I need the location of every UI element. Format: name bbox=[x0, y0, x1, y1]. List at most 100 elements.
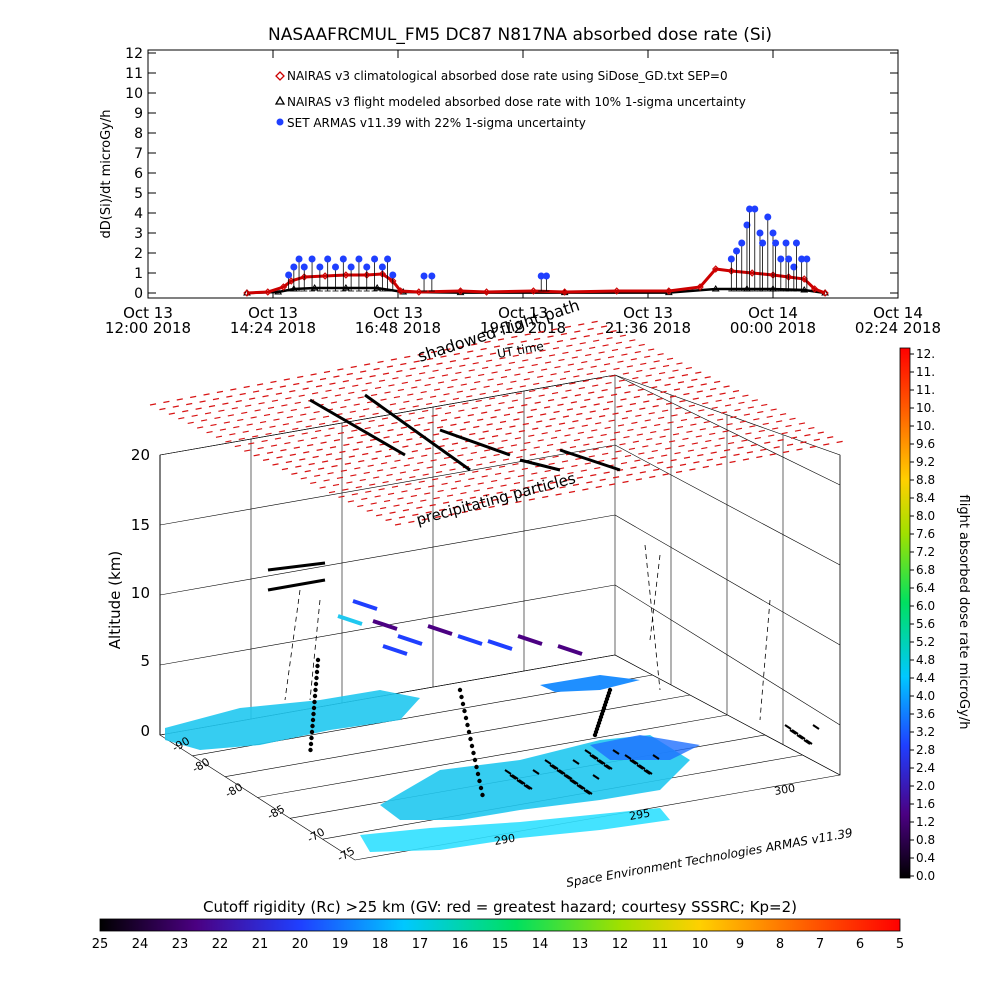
particle-dash bbox=[533, 382, 540, 386]
trajectory-dot bbox=[469, 743, 475, 749]
particle-dash bbox=[551, 391, 559, 395]
series-layer bbox=[243, 205, 829, 297]
particle-dash bbox=[488, 397, 496, 400]
particle-dash bbox=[625, 410, 633, 413]
particle-dash bbox=[693, 461, 700, 464]
y-tick-label: 4 bbox=[134, 206, 143, 222]
colorbar-tick-label: 2.0 bbox=[916, 779, 935, 793]
particle-dash bbox=[288, 434, 295, 438]
particle-dash bbox=[600, 325, 608, 328]
particle-dash bbox=[411, 386, 418, 389]
particle-dash bbox=[738, 401, 745, 405]
particle-dash bbox=[253, 454, 260, 457]
particle-dash bbox=[739, 420, 747, 423]
particle-dash bbox=[322, 415, 330, 418]
trajectory-dot bbox=[314, 675, 319, 681]
particle-dash bbox=[431, 414, 438, 417]
particle-dash bbox=[486, 423, 493, 426]
particle-dash bbox=[619, 443, 626, 446]
colorbar-tick-label: 22 bbox=[212, 937, 229, 952]
colorbar-tick-label: 16 bbox=[452, 937, 469, 952]
particle-dash bbox=[454, 480, 462, 483]
armas-point bbox=[420, 272, 428, 280]
particle-dash bbox=[547, 443, 554, 447]
particle-dash bbox=[671, 414, 678, 417]
particle-dash bbox=[405, 374, 412, 377]
particle-dash bbox=[703, 420, 710, 424]
particle-dash bbox=[467, 414, 474, 417]
particle-dash bbox=[529, 453, 536, 456]
particle-dash bbox=[463, 357, 470, 360]
particle-dash bbox=[472, 362, 479, 365]
particle-dash bbox=[518, 366, 525, 369]
armas-point bbox=[727, 255, 735, 263]
particle-dash bbox=[283, 378, 290, 381]
armas-point bbox=[285, 271, 293, 279]
particle-dash bbox=[676, 362, 683, 365]
particle-dash bbox=[374, 495, 381, 498]
particle-dash bbox=[727, 441, 735, 445]
particle-dash bbox=[645, 374, 652, 377]
particle-dash bbox=[485, 404, 492, 407]
particle-dash bbox=[208, 405, 216, 408]
trajectory-dot bbox=[466, 729, 472, 735]
particle-dash bbox=[516, 455, 523, 459]
particle-dash bbox=[249, 397, 256, 400]
particle-dash bbox=[290, 408, 297, 412]
particle-dash bbox=[386, 473, 393, 477]
particle-dash bbox=[622, 480, 629, 484]
particle-dash bbox=[516, 347, 523, 350]
particle-dash bbox=[550, 436, 558, 440]
particle-dash bbox=[672, 369, 679, 372]
y-tick-label: 8 bbox=[134, 126, 143, 142]
particle-dash bbox=[598, 351, 605, 354]
particle-dash bbox=[440, 419, 448, 422]
y-tick-label: 5 bbox=[134, 186, 143, 202]
particle-dash bbox=[299, 458, 306, 461]
ground-track-mark bbox=[551, 764, 559, 770]
particle-dash bbox=[523, 486, 530, 489]
particle-dash bbox=[467, 350, 474, 353]
particle-dash bbox=[505, 496, 513, 499]
particle-dash bbox=[695, 435, 702, 438]
particle-dash bbox=[397, 388, 404, 392]
particle-dash bbox=[669, 395, 677, 398]
particle-dash bbox=[401, 381, 408, 385]
particle-dash bbox=[707, 413, 714, 417]
particle-dash bbox=[223, 421, 231, 424]
particle-dash bbox=[589, 410, 596, 413]
particle-dash bbox=[259, 420, 267, 424]
colorbar-tick-label: 2.8 bbox=[916, 743, 935, 757]
particle-dash bbox=[250, 416, 257, 419]
particle-dash bbox=[720, 456, 727, 459]
particle-dash bbox=[203, 393, 210, 396]
particle-dash bbox=[400, 362, 407, 366]
particle-dash bbox=[348, 391, 355, 395]
dose-marker bbox=[382, 644, 408, 656]
particle-dash bbox=[540, 368, 548, 371]
particle-dash bbox=[359, 415, 366, 418]
particle-dash bbox=[536, 484, 543, 487]
particle-dash bbox=[345, 417, 352, 421]
particle-dash bbox=[599, 478, 606, 481]
particle-dash bbox=[482, 430, 489, 433]
ground-track-mark bbox=[789, 729, 797, 735]
particle-dash bbox=[668, 440, 676, 443]
particle-dash bbox=[733, 453, 740, 456]
trajectory-dot bbox=[472, 757, 478, 763]
armas-point bbox=[803, 255, 811, 263]
legend-label: SET ARMAS v11.39 with 22% 1-sigma uncert… bbox=[287, 116, 586, 130]
trajectory-dot bbox=[313, 681, 319, 687]
particle-dash bbox=[651, 386, 658, 389]
colorbar-tick-label: 3.2 bbox=[916, 725, 935, 739]
particle-dash bbox=[684, 411, 692, 415]
particle-dash bbox=[644, 355, 651, 358]
particle-dash bbox=[508, 361, 516, 365]
particle-dash bbox=[409, 367, 416, 370]
y-tick-label: 6 bbox=[134, 166, 143, 182]
particle-dash bbox=[702, 402, 709, 405]
particle-dash bbox=[321, 396, 328, 400]
floor-grid-line bbox=[224, 694, 691, 777]
particle-dash bbox=[328, 490, 336, 494]
